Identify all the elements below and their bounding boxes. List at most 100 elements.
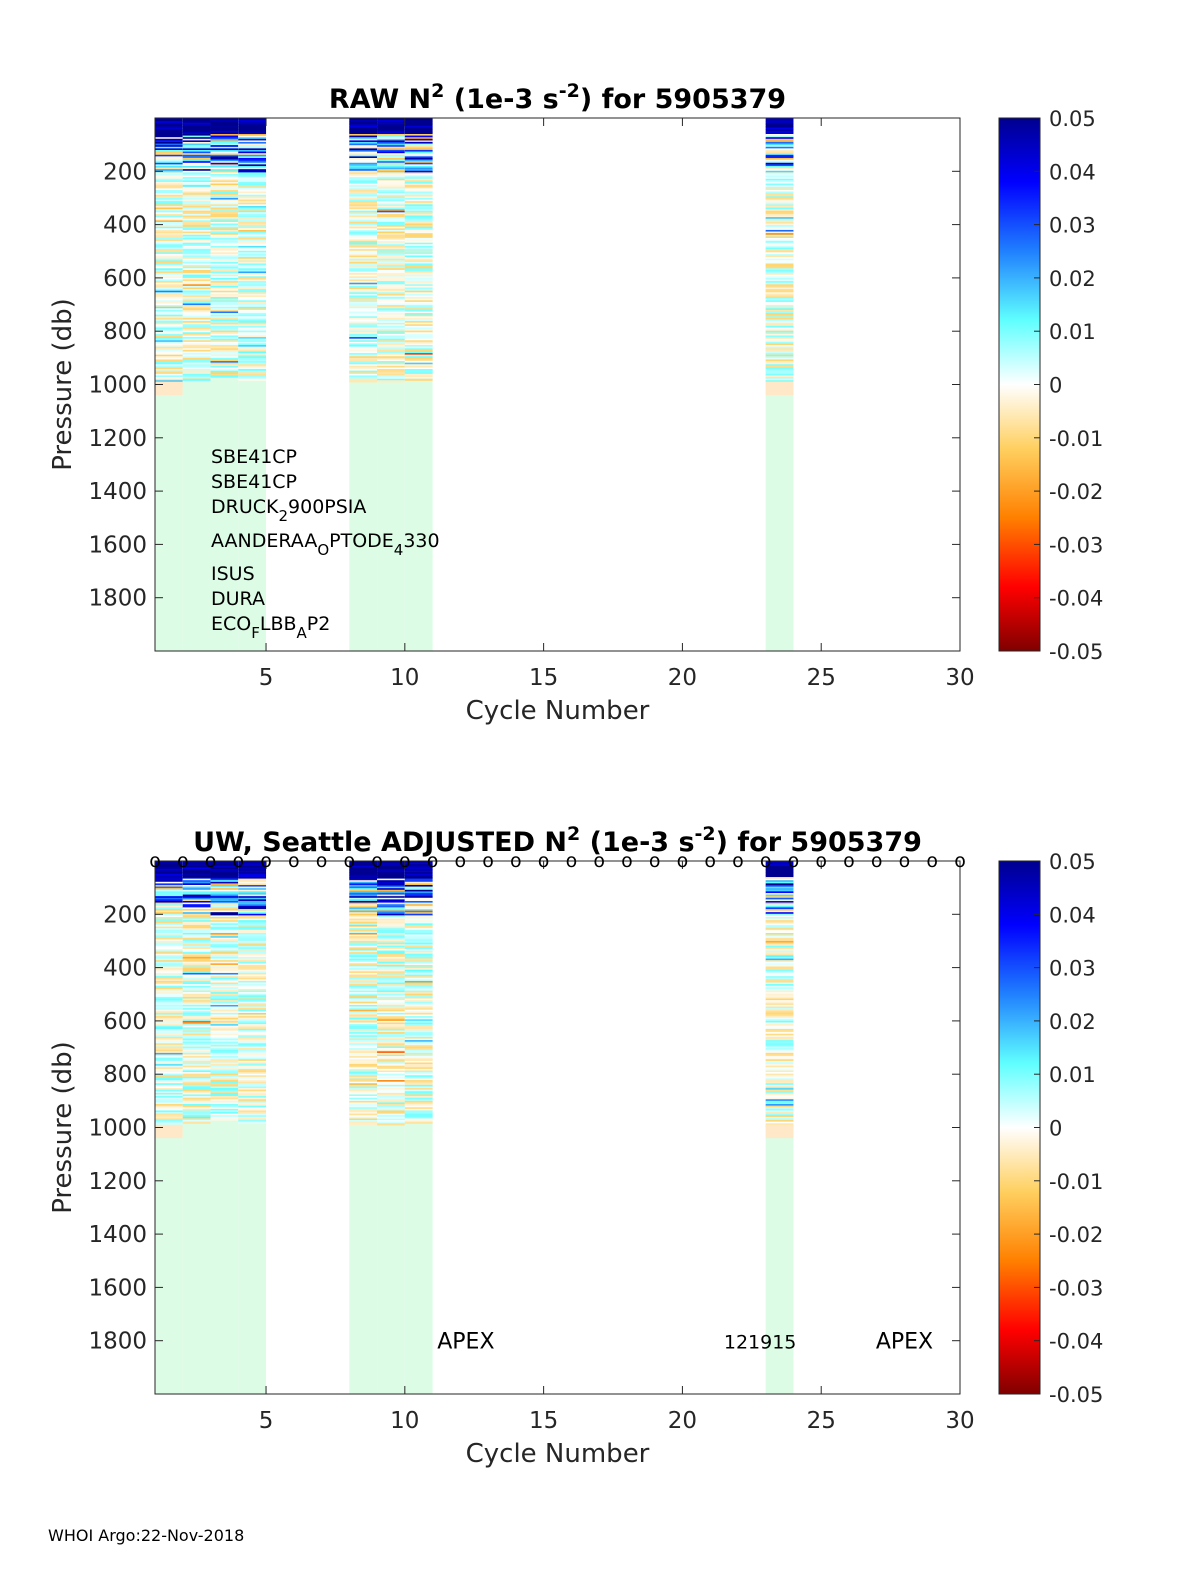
sensor-list: SBE41CPSBE41CPDRUCK2900PSIAAANDERAAOPTOD…: [211, 446, 440, 642]
n2-cell: [377, 178, 405, 181]
n2-cell: [155, 1036, 183, 1040]
n2-cell: [377, 314, 405, 317]
n2-cell: [404, 209, 433, 212]
n2-cell: [765, 1009, 794, 1012]
n2-cell: [765, 172, 794, 175]
n2-cell: [765, 295, 794, 298]
n2-cell: [404, 351, 433, 354]
n2-cell: [377, 162, 405, 165]
n2-cell: [210, 287, 239, 290]
n2-cell: [210, 992, 239, 995]
n2-cell: [182, 308, 211, 311]
n2-cell: [210, 905, 239, 908]
n2-cell: [155, 1112, 183, 1115]
n2-cell: [349, 947, 378, 950]
n2-cell: [182, 958, 211, 961]
n2-cell: [238, 913, 267, 916]
n2-cell: [238, 321, 267, 324]
n2-cell: [377, 335, 405, 338]
n2-cell: [349, 325, 378, 329]
n2-cell: [404, 1097, 433, 1100]
n2-cell: [182, 1076, 211, 1080]
n2-cell: [182, 233, 211, 236]
n2-cell: [404, 958, 433, 961]
n2-cell: [182, 317, 211, 321]
n2-cell: [404, 944, 433, 947]
n2-cell: [377, 1014, 405, 1017]
n2-cell: [182, 118, 211, 121]
n2-cell: [210, 1116, 239, 1120]
n2-cell: [765, 932, 794, 936]
n2-cell: [238, 1094, 267, 1097]
n2-cell: [404, 1036, 433, 1040]
n2-cell: [765, 322, 794, 325]
n2-cell: [377, 907, 405, 910]
n2-cell: [349, 899, 378, 902]
n2-cell: [155, 1121, 183, 1124]
n2-cell: [377, 1097, 405, 1100]
n2-cell: [155, 185, 183, 188]
n2-cell: [210, 250, 239, 253]
n2-cell: [210, 948, 239, 952]
n2-cell: [210, 157, 239, 161]
n2-cell: [349, 995, 378, 998]
n2-cell: [210, 904, 239, 907]
n2-cell: [404, 365, 433, 369]
n2-cell: [404, 268, 433, 271]
n2-cell: [404, 226, 433, 229]
x-tick-label: 25: [807, 665, 836, 691]
n2-cell: [238, 341, 267, 345]
n2-cell: [377, 1043, 405, 1046]
n2-cell: [155, 314, 183, 317]
n2-cell: [404, 1032, 433, 1035]
n2-cell: [210, 129, 239, 132]
n2-cell: [210, 1057, 239, 1060]
n2-cell: [182, 1001, 211, 1004]
n2-cell: [155, 255, 183, 258]
n2-cell: [182, 950, 211, 953]
n2-cell: [377, 1028, 405, 1032]
n2-cell: [404, 969, 433, 972]
n2-cell: [765, 878, 794, 881]
n2-cell: [238, 197, 267, 201]
n2-cell: [210, 1054, 239, 1057]
n2-cell: [182, 362, 211, 365]
n2-cell: [349, 1043, 378, 1046]
n2-cell: [377, 865, 405, 868]
n2-cell: [182, 985, 211, 988]
n2-cell: [155, 178, 183, 181]
n2-cell: [238, 961, 267, 964]
n2-cell: [765, 1044, 794, 1048]
n2-cell: [155, 968, 183, 971]
n2-cell: [238, 1033, 267, 1036]
n2-cell: [377, 867, 405, 870]
colorbar-tick-label: -0.02: [1049, 1223, 1103, 1247]
n2-cell: [377, 245, 405, 249]
n2-cell: [349, 194, 378, 197]
n2-cell: [182, 1035, 211, 1038]
n2-cell: [182, 972, 211, 976]
n2-cell: [182, 889, 211, 892]
n2-cell: [349, 242, 378, 245]
qc-marker: o: [815, 850, 827, 872]
n2-cell: [238, 1059, 267, 1062]
n2-cell: [765, 250, 794, 253]
n2-cell: [210, 1067, 239, 1070]
n2-cell: [210, 337, 239, 340]
n2-cell: [349, 1014, 378, 1017]
n2-cell: [765, 1100, 794, 1104]
n2-cell: [377, 883, 405, 886]
n2-cell: [765, 300, 794, 303]
n2-cell: [377, 987, 405, 990]
n2-cell: [765, 239, 794, 242]
n2-cell: [238, 1006, 267, 1009]
n2-cell: [404, 1088, 433, 1091]
n2-cell: [404, 940, 433, 944]
n2-cell: [765, 907, 794, 910]
qc-marker: o: [649, 850, 661, 872]
n2-cell: [210, 873, 239, 876]
n2-cell: [238, 277, 267, 281]
n2-cell: [404, 183, 433, 186]
n2-cell: [238, 325, 267, 329]
n2-cell: [210, 130, 239, 133]
